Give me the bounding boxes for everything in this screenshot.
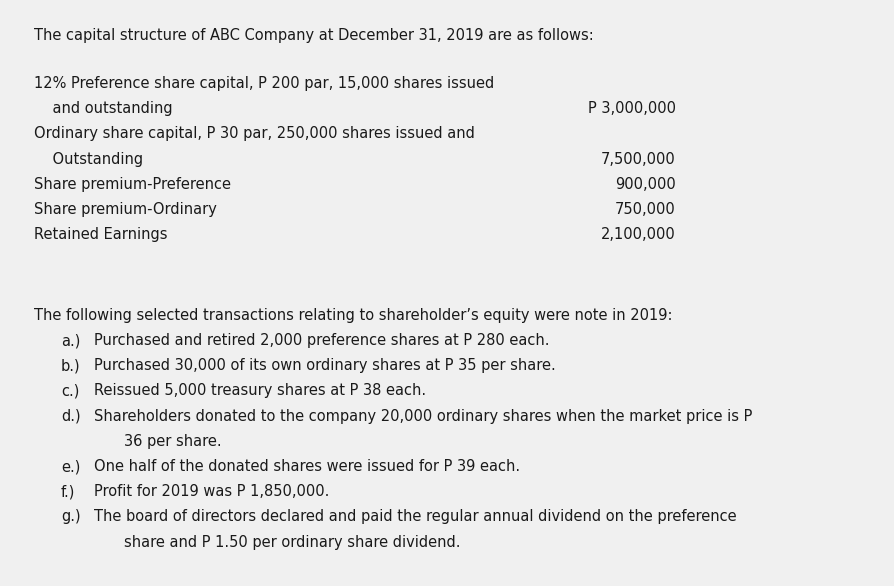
Text: The following selected transactions relating to shareholder’s equity were note i: The following selected transactions rela…	[34, 308, 671, 323]
Text: Reissued 5,000 treasury shares at P 38 each.: Reissued 5,000 treasury shares at P 38 e…	[94, 383, 426, 398]
Text: e.): e.)	[61, 459, 80, 474]
Text: c.): c.)	[61, 383, 80, 398]
Text: b.): b.)	[61, 358, 80, 373]
Text: and outstanding: and outstanding	[34, 101, 173, 116]
Text: Share premium-Ordinary: Share premium-Ordinary	[34, 202, 216, 217]
Text: 900,000: 900,000	[614, 177, 675, 192]
Text: f.): f.)	[61, 484, 75, 499]
Text: The board of directors declared and paid the regular annual dividend on the pref: The board of directors declared and paid…	[94, 509, 736, 524]
Text: One half of the donated shares were issued for P 39 each.: One half of the donated shares were issu…	[94, 459, 519, 474]
Text: P 3,000,000: P 3,000,000	[587, 101, 675, 116]
Text: Retained Earnings: Retained Earnings	[34, 227, 167, 242]
Text: Outstanding: Outstanding	[34, 152, 143, 166]
Text: Shareholders donated to the company 20,000 ordinary shares when the market price: Shareholders donated to the company 20,0…	[94, 408, 752, 424]
Text: 7,500,000: 7,500,000	[600, 152, 675, 166]
Text: 36 per share.: 36 per share.	[123, 434, 221, 449]
Text: Profit for 2019 was P 1,850,000.: Profit for 2019 was P 1,850,000.	[94, 484, 329, 499]
Text: Purchased and retired 2,000 preference shares at P 280 each.: Purchased and retired 2,000 preference s…	[94, 333, 549, 348]
Text: 2,100,000: 2,100,000	[600, 227, 675, 242]
Text: g.): g.)	[61, 509, 80, 524]
Text: Ordinary share capital, P 30 par, 250,000 shares issued and: Ordinary share capital, P 30 par, 250,00…	[34, 127, 475, 141]
Text: 750,000: 750,000	[614, 202, 675, 217]
Text: The capital structure of ABC Company at December 31, 2019 are as follows:: The capital structure of ABC Company at …	[34, 28, 593, 43]
Text: Purchased 30,000 of its own ordinary shares at P 35 per share.: Purchased 30,000 of its own ordinary sha…	[94, 358, 555, 373]
Text: share and P 1.50 per ordinary share dividend.: share and P 1.50 per ordinary share divi…	[123, 534, 460, 550]
Text: Share premium-Preference: Share premium-Preference	[34, 177, 231, 192]
Text: 12% Preference share capital, P 200 par, 15,000 shares issued: 12% Preference share capital, P 200 par,…	[34, 76, 493, 91]
Text: d.): d.)	[61, 408, 80, 424]
Text: a.): a.)	[61, 333, 80, 348]
